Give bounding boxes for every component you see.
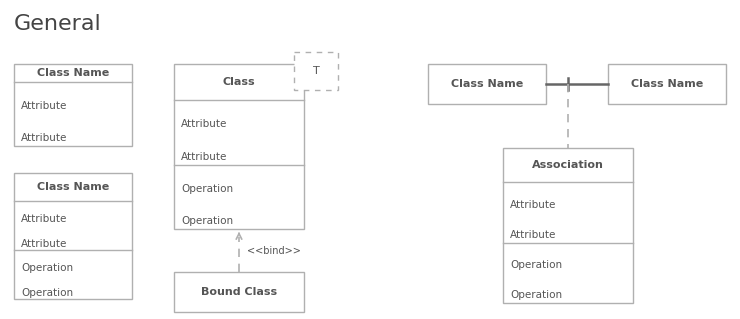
Bar [294, 52, 338, 90]
Text: Attribute: Attribute [21, 239, 67, 249]
Text: Class Name: Class Name [37, 182, 109, 192]
Text: Attribute: Attribute [181, 119, 227, 130]
Text: Class Name: Class Name [451, 79, 523, 89]
Bar [14, 64, 132, 146]
Bar [174, 64, 304, 229]
Text: Operation: Operation [181, 184, 233, 194]
Bar [608, 64, 726, 104]
Text: Attribute: Attribute [21, 214, 67, 224]
Text: Operation: Operation [181, 216, 233, 226]
Text: Attribute: Attribute [21, 133, 67, 143]
Text: Operation: Operation [21, 263, 73, 273]
Text: Operation: Operation [510, 290, 562, 300]
Text: Class Name: Class Name [37, 68, 109, 78]
Text: <<bind>>: <<bind>> [247, 246, 301, 256]
Text: Bound Class: Bound Class [201, 287, 277, 297]
Bar [503, 148, 633, 303]
Text: Attribute: Attribute [181, 152, 227, 162]
Bar [174, 272, 304, 312]
Text: Operation: Operation [510, 260, 562, 270]
Bar [428, 64, 546, 104]
Bar [14, 173, 132, 299]
Text: Association: Association [532, 160, 604, 170]
Text: Attribute: Attribute [510, 200, 556, 210]
Text: Class Name: Class Name [631, 79, 703, 89]
Text: Attribute: Attribute [510, 230, 556, 240]
Text: Class: Class [223, 77, 255, 87]
Text: T: T [312, 66, 320, 76]
Text: General: General [14, 14, 102, 34]
Text: Attribute: Attribute [21, 101, 67, 111]
Text: Operation: Operation [21, 288, 73, 298]
